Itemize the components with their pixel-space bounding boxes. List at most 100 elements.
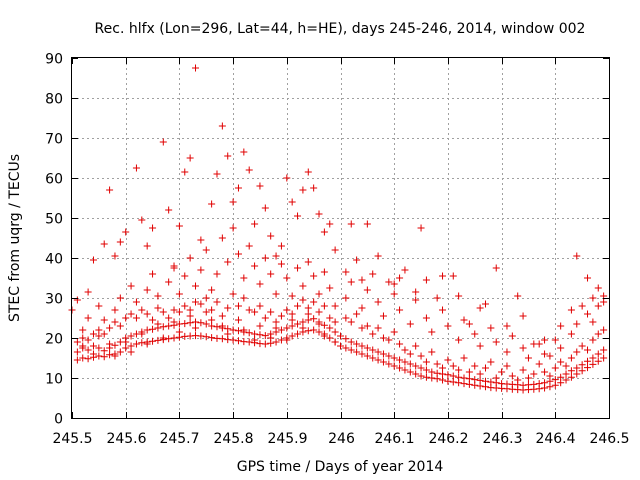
data-points (68, 64, 608, 394)
data-point (234, 316, 242, 324)
data-point (127, 310, 135, 318)
data-point (304, 310, 312, 318)
y-tick-label: 20 (45, 332, 63, 348)
data-point (390, 290, 398, 298)
data-point (229, 290, 237, 298)
data-point (79, 354, 87, 362)
data-point (283, 274, 291, 282)
data-point (412, 288, 420, 296)
data-point (277, 312, 285, 320)
data-point (320, 228, 328, 236)
data-point (116, 238, 124, 246)
data-point (379, 358, 387, 366)
x-tick-label: 245.5 (52, 431, 92, 447)
data-point (535, 360, 543, 368)
data-point (369, 330, 377, 338)
data-point (396, 364, 404, 372)
data-point (546, 372, 554, 380)
data-point (84, 314, 92, 322)
data-point (122, 338, 130, 346)
data-point (84, 336, 92, 344)
data-point (562, 362, 570, 370)
data-point (208, 316, 216, 324)
data-point (165, 278, 173, 286)
data-point (503, 322, 511, 330)
data-point (192, 282, 200, 290)
data-point (530, 340, 538, 348)
data-point (428, 368, 436, 376)
data-point (331, 246, 339, 254)
data-point (347, 338, 355, 346)
data-point (111, 318, 119, 326)
x-tick-label: 245.8 (213, 431, 253, 447)
data-point (331, 318, 339, 326)
data-point (551, 364, 559, 372)
data-point (234, 337, 242, 345)
data-point (251, 220, 259, 228)
data-point (557, 373, 565, 381)
x-tick-label: 245.6 (106, 431, 146, 447)
data-point (256, 322, 264, 330)
data-point (197, 319, 205, 327)
data-point (358, 276, 366, 284)
chart-title: Rec. hlfx (Lon=296, Lat=44, h=HE), days … (95, 21, 586, 37)
data-point (374, 324, 382, 332)
data-point (374, 356, 382, 364)
data-point (170, 318, 178, 326)
data-point (165, 206, 173, 214)
data-point (89, 350, 97, 358)
data-point (347, 346, 355, 354)
data-point (326, 334, 334, 342)
data-point (594, 284, 602, 292)
data-point (116, 294, 124, 302)
data-point (363, 322, 371, 330)
data-point (181, 320, 189, 328)
data-point (573, 370, 581, 378)
data-point (288, 310, 296, 318)
y-tick-label: 0 (54, 412, 63, 428)
data-point (541, 336, 549, 344)
data-point (578, 302, 586, 310)
data-point (385, 278, 393, 286)
data-point (197, 236, 205, 244)
data-point (315, 210, 323, 218)
data-point (116, 348, 124, 356)
data-point (584, 274, 592, 282)
data-point (401, 366, 409, 374)
data-point (363, 344, 371, 352)
data-point (428, 374, 436, 382)
data-point (584, 357, 592, 365)
data-point (374, 252, 382, 260)
data-point (310, 272, 318, 280)
data-point (439, 364, 447, 372)
data-point (347, 220, 355, 228)
data-point (557, 358, 565, 366)
data-point (240, 148, 248, 156)
data-point (106, 324, 114, 332)
data-point (95, 344, 103, 352)
data-point (433, 294, 441, 302)
data-point (396, 306, 404, 314)
data-point (342, 314, 350, 322)
data-point (471, 362, 479, 370)
data-point (170, 306, 178, 314)
data-point (422, 276, 430, 284)
y-tick-label: 60 (45, 172, 63, 188)
x-tick-label: 246.3 (482, 431, 522, 447)
data-point (498, 368, 506, 376)
data-point (326, 220, 334, 228)
grid (72, 58, 609, 418)
data-point (181, 302, 189, 310)
data-point (551, 336, 559, 344)
data-point (342, 344, 350, 352)
data-point (358, 350, 366, 358)
data-point (449, 372, 457, 380)
data-point (578, 367, 586, 375)
data-point (481, 364, 489, 372)
data-point (562, 370, 570, 378)
data-point (267, 232, 275, 240)
data-point (165, 335, 173, 343)
data-point (283, 336, 291, 344)
data-point (240, 294, 248, 302)
data-point (401, 266, 409, 274)
